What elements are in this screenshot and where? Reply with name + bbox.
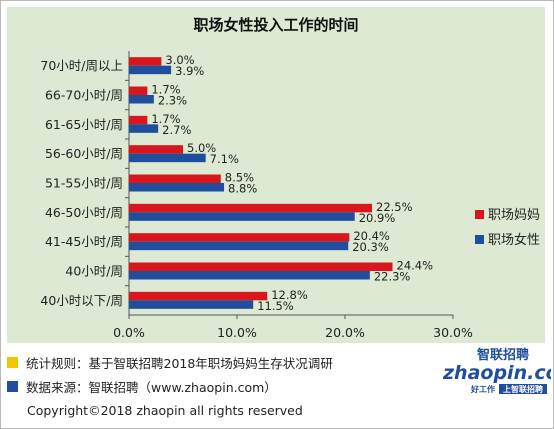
bar-women [129,153,206,163]
data-label: 3.0% [165,53,194,67]
bar-women [129,241,349,251]
data-label: 12.8% [271,288,308,302]
data-label: 22.5% [376,200,413,214]
data-label: 5.0% [187,141,216,155]
data-label: 3.9% [175,64,204,78]
legend-swatch [475,235,484,244]
data-source-text: 数据来源：智联招聘（www.zhaopin.com） [26,380,277,395]
bar-mother [129,86,148,95]
logo-slogan-right: 上智联招聘 [503,384,543,394]
logo-cn: 智联招聘 [477,347,529,363]
logo-slogan-bg [499,384,547,394]
bar-women [129,300,254,309]
bar-chart: 职场女性投入工作的时间 0.0% 10.0% 20.0% 30.0% 70小时/周以上 3… [40,16,540,340]
data-label: 2.7% [162,123,191,137]
data-source-note: 数据来源：智联招聘（www.zhaopin.com） [7,377,277,396]
category-label: 61-65小时/周 [45,117,123,132]
category-label: 40小时以下/周 [40,293,123,308]
data-label: 20.9% [359,211,396,225]
x-tick-label: 0.0% [113,325,145,340]
data-label: 1.7% [151,83,180,97]
chart-marks: 0.0% 10.0% 20.0% 30.0% 70小时/周以上 3.0%3.9% 66-70… [40,51,473,340]
category-label: 41-45小时/周 [45,234,123,249]
data-label: 7.1% [210,152,239,166]
x-tick-label: 10.0% [217,325,257,340]
bar-mother [129,145,183,154]
legend-label: 职场妈妈 [488,208,540,223]
stat-rule-note: 统计规则：基于智联招聘2018年职场妈妈生存状况调研 [7,353,333,372]
zhaopin-logo: 智联招聘 zhaopin.com 好工作 上智联招聘 [442,347,551,394]
chart-title: 职场女性投入工作的时间 [193,16,358,34]
data-label: 20.4% [353,229,390,243]
bar-mother [129,174,221,183]
bar-mother [129,291,268,301]
bar-women [129,95,154,104]
legend-swatch [475,210,484,219]
category-label: 56-60小时/周 [45,146,123,161]
bar-mother [129,203,372,213]
data-label: 8.8% [228,182,257,196]
bar-mother [129,57,162,66]
plot-panel: 职场女性投入工作的时间 0.0% 10.0% 20.0% 30.0% 70小时/周以上 3… [7,7,545,343]
bar-mother [129,233,350,242]
footer: 统计规则：基于智联招聘2018年职场妈妈生存状况调研 数据来源：智联招聘（www… [7,347,551,425]
category-label: 46-50小时/周 [45,205,123,220]
data-label: 22.3% [374,270,411,284]
copyright-text: Copyright©2018 zhaopin all rights reserv… [27,403,303,418]
category-label: 66-70小时/周 [45,88,123,103]
x-tick-label: 20.0% [325,325,365,340]
bar-women [129,124,159,133]
data-label: 11.5% [257,299,294,313]
category-label: 51-55小时/周 [45,176,123,191]
yellow-square-icon [7,357,18,368]
logo-slogan-left: 好工作 [470,384,495,394]
bar-women [129,65,172,75]
bar-women [129,271,370,280]
data-label: 24.4% [397,259,434,273]
logo-en: zhaopin.com [442,362,551,384]
stat-rule-text: 统计规则：基于智联招聘2018年职场妈妈生存状况调研 [26,356,333,371]
data-label: 20.3% [352,240,389,254]
blue-square-icon [7,381,18,392]
data-label: 2.3% [158,94,187,108]
data-label: 1.7% [151,112,180,126]
bar-mother [129,262,393,271]
bar-women [129,183,225,192]
category-label: 70小时/周以上 [40,58,123,73]
bar-mother [129,115,148,125]
x-tick-label: 30.0% [433,325,473,340]
bar-women [129,212,355,221]
data-label: 8.5% [225,171,254,185]
legend-label: 职场女性 [488,232,540,248]
category-label: 40小时/周 [65,264,123,279]
